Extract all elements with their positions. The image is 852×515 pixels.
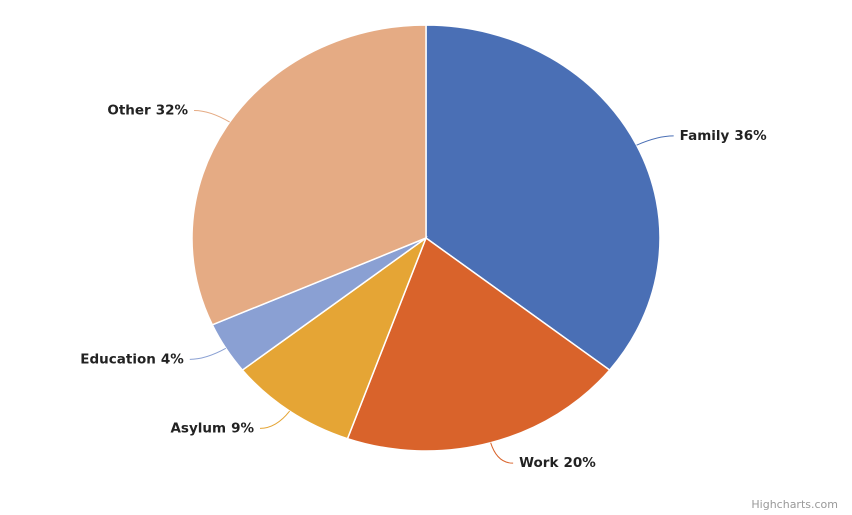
label-category: Asylum <box>170 420 226 436</box>
pie-slice <box>425 24 661 372</box>
label-category: Education <box>80 351 156 367</box>
data-label: Asylum 9% <box>170 420 254 436</box>
connector <box>259 410 291 429</box>
connector <box>490 442 514 464</box>
label-category: Other <box>107 102 151 118</box>
pie-slice <box>346 236 611 452</box>
connector <box>194 109 230 123</box>
label-value: 4% <box>161 351 184 367</box>
label-category: Work <box>519 455 559 471</box>
data-label: Other 32% <box>107 102 188 118</box>
data-label: Family 36% <box>680 128 767 144</box>
label-value: 36% <box>734 128 767 144</box>
label-value: 20% <box>563 455 596 471</box>
label-value: 9% <box>231 420 254 436</box>
data-label: Work 20% <box>519 455 596 471</box>
credits[interactable]: Highcharts.com <box>751 498 838 511</box>
label-category: Family <box>680 128 730 144</box>
pie-slice <box>241 235 428 440</box>
connector <box>189 347 227 360</box>
pie-slice <box>191 24 427 326</box>
data-label: Education 4% <box>80 351 184 367</box>
label-value: 32% <box>156 102 189 118</box>
connector <box>636 135 674 146</box>
